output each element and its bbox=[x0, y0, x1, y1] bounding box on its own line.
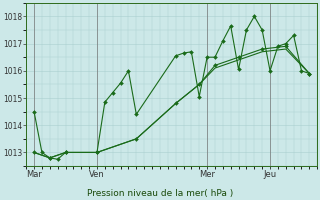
Text: Pression niveau de la mer( hPa ): Pression niveau de la mer( hPa ) bbox=[87, 189, 233, 198]
